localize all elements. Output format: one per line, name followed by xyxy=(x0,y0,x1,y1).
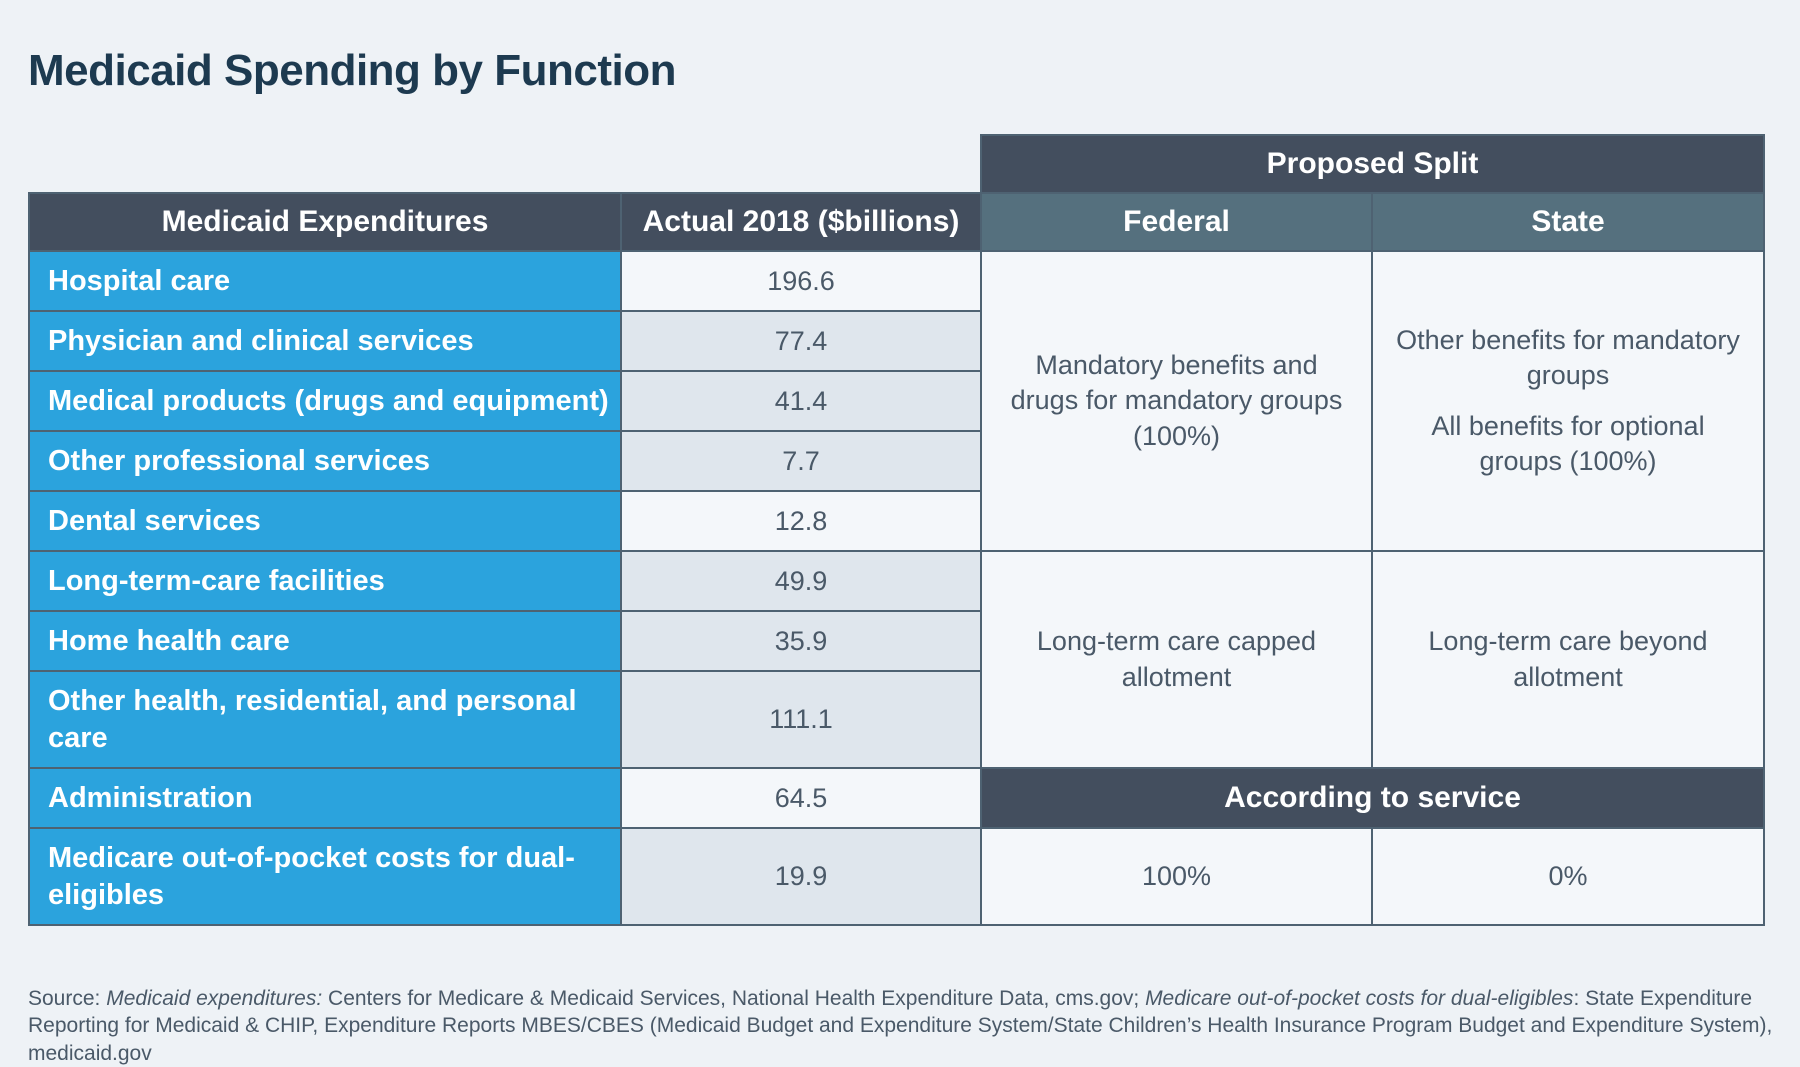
state-split-mandatory: Other benefits for mandatory groups All … xyxy=(1371,250,1765,552)
row-value: 77.4 xyxy=(620,310,982,372)
row-label: Medical products (drugs and equipment) xyxy=(28,370,622,432)
row-label: Medicare out-of-pocket costs for dual-el… xyxy=(28,827,622,926)
row-label: Hospital care xyxy=(28,250,622,312)
table-row: Other professional services 7.7 xyxy=(28,430,1764,492)
row-value: 12.8 xyxy=(620,490,982,552)
row-value: 19.9 xyxy=(620,827,982,926)
table-row: Home health care 35.9 xyxy=(28,610,1764,672)
medicaid-spending-table: Proposed Split Medicaid Expenditures Act… xyxy=(28,134,1765,926)
source-note: Source: Medicaid expenditures: Centers f… xyxy=(28,985,1778,1067)
row-value: 35.9 xyxy=(620,610,982,672)
federal-split-dual: 100% xyxy=(980,827,1373,926)
row-label: Administration xyxy=(28,767,622,829)
table-row: Other health, residential, and personal … xyxy=(28,670,1764,769)
col-header-expenditures: Medicaid Expenditures xyxy=(28,192,622,252)
row-value: 111.1 xyxy=(620,670,982,769)
row-label: Long-term-care facilities xyxy=(28,550,622,612)
col-header-state: State xyxy=(1371,192,1765,252)
table-row: Physician and clinical services 77.4 xyxy=(28,310,1764,372)
col-header-actual: Actual 2018 ($billions) xyxy=(620,192,982,252)
blank-corner xyxy=(29,135,981,193)
source-text-expenditures: Centers for Medicare & Medicaid Services… xyxy=(322,987,1146,1010)
page-title: Medicaid Spending by Function xyxy=(28,46,676,95)
row-value: 49.9 xyxy=(620,550,982,612)
row-value: 64.5 xyxy=(620,767,982,829)
state-split-long-term-care: Long-term care beyond allotment xyxy=(1371,550,1765,769)
table-row: Hospital care 196.6 Mandatory benefits a… xyxy=(28,250,1765,552)
table-row: Administration 64.5 According to service xyxy=(28,767,1765,829)
row-value: 41.4 xyxy=(620,370,982,432)
table-row: Medicare out-of-pocket costs for dual-el… xyxy=(28,827,1765,926)
source-prefix: Source: xyxy=(28,987,107,1010)
federal-split-mandatory: Mandatory benefits and drugs for mandato… xyxy=(980,250,1373,552)
according-to-service-banner: According to service xyxy=(980,767,1765,829)
source-label-expenditures: Medicaid expenditures: xyxy=(106,987,323,1010)
row-label: Physician and clinical services xyxy=(28,310,622,372)
table-row: Medical products (drugs and equipment) 4… xyxy=(28,370,1764,432)
federal-split-long-term-care: Long-term care capped allotment xyxy=(980,550,1373,769)
state-split-optional-text: All benefits for optional groups (100%) xyxy=(1431,411,1705,477)
row-label: Dental services xyxy=(28,490,622,552)
table-row: Long-term-care facilities 49.9 Long-term… xyxy=(28,550,1765,769)
row-label: Home health care xyxy=(28,610,622,672)
proposed-split-header: Proposed Split xyxy=(980,134,1765,194)
row-value: 7.7 xyxy=(620,430,982,492)
row-label: Other health, residential, and personal … xyxy=(28,670,622,769)
row-value: 196.6 xyxy=(620,250,982,312)
row-label: Other professional services xyxy=(28,430,622,492)
state-split-mandatory-text: Other benefits for mandatory groups xyxy=(1396,324,1740,390)
state-split-dual: 0% xyxy=(1371,827,1765,926)
table-row: Dental services 12.8 xyxy=(28,490,1764,552)
source-label-dual-eligibles: Medicare out-of-pocket costs for dual-el… xyxy=(1145,987,1574,1010)
col-header-federal: Federal xyxy=(980,192,1373,252)
